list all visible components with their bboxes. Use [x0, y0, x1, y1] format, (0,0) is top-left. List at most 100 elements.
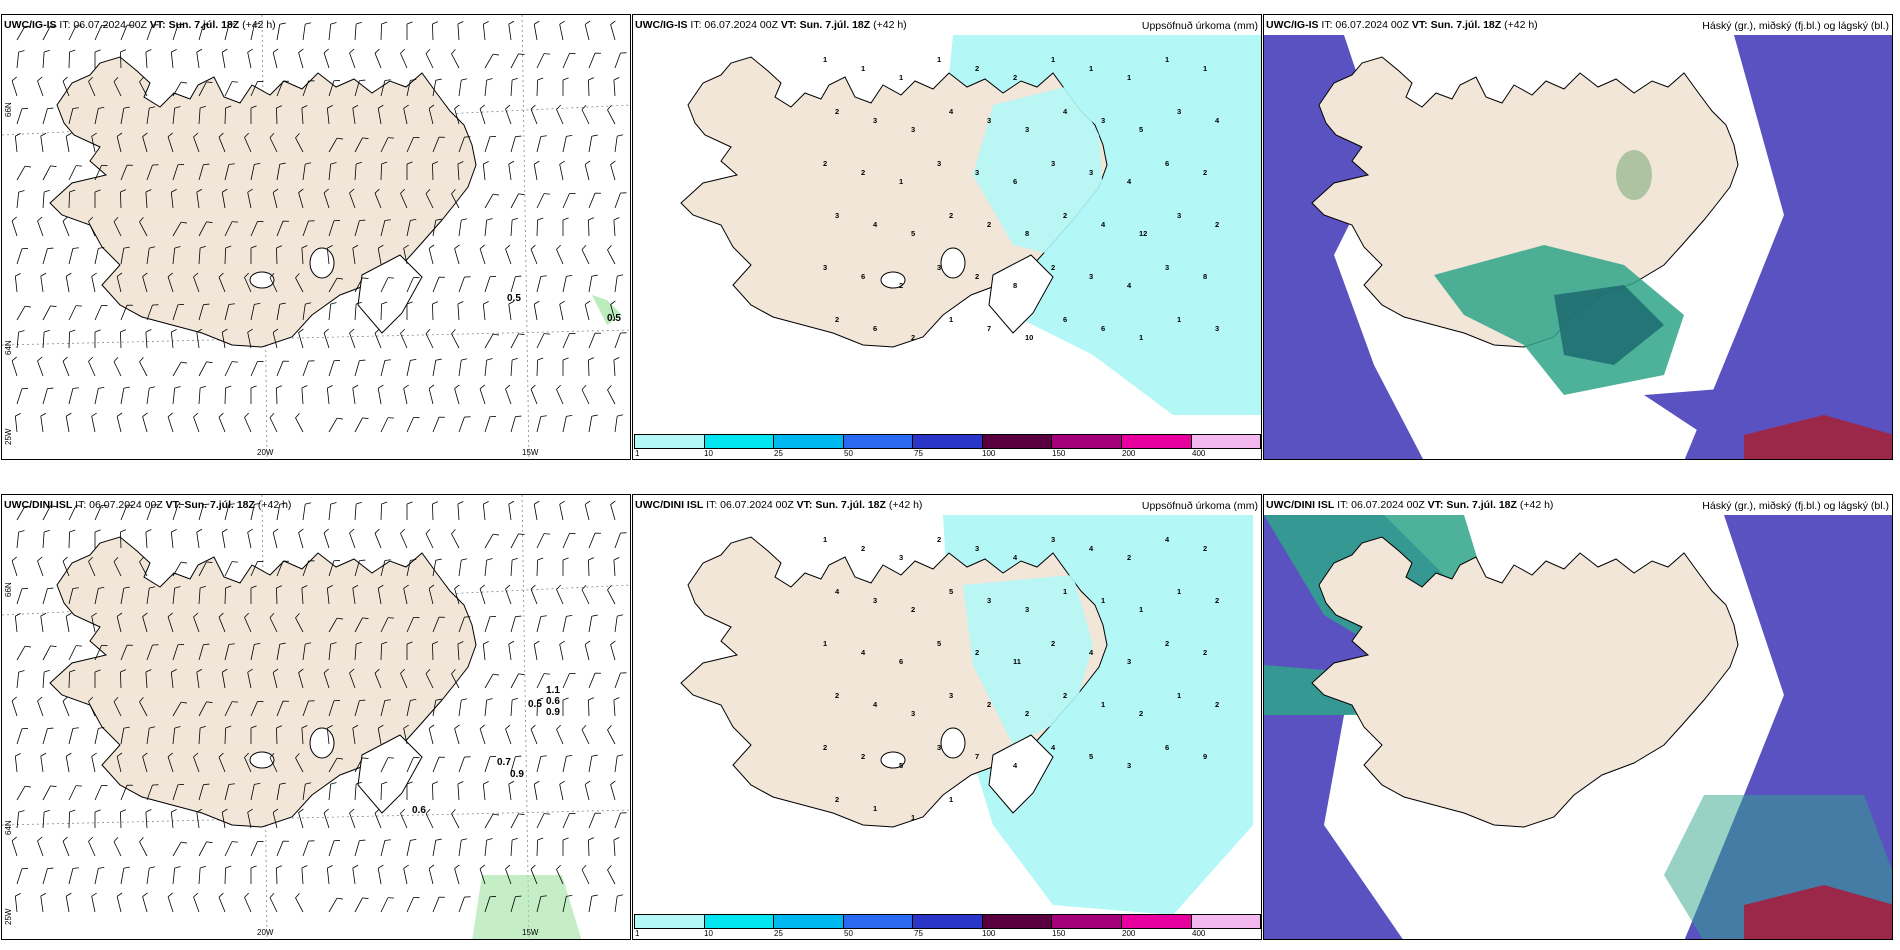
wind-barb-flag — [428, 384, 435, 389]
wind-barb — [42, 645, 51, 661]
colorbar-label: 150 — [1052, 449, 1066, 458]
wind-barb — [354, 840, 360, 857]
wind-barb — [172, 24, 179, 41]
wind-barb — [428, 248, 434, 265]
wind-barb — [224, 387, 226, 405]
precip-value: 2 — [949, 211, 954, 220]
wind-barb — [508, 164, 512, 181]
wind-barb — [224, 81, 233, 97]
precip-value: 2 — [1203, 648, 1208, 657]
colorbar-swatch — [843, 915, 914, 928]
wind-barb — [354, 644, 357, 661]
wind-barb — [484, 533, 494, 549]
wind-barb-flag — [362, 897, 369, 899]
wind-barb-flag — [355, 641, 362, 645]
wind-barb — [94, 645, 102, 661]
wind-barb-flag — [244, 132, 250, 138]
wind-barb-flag — [94, 329, 101, 333]
wind-barb — [298, 532, 304, 549]
wind-barb-flag — [116, 892, 123, 897]
wind-barb-flag — [218, 412, 224, 418]
wind-barb — [352, 388, 356, 405]
wind-barb — [428, 868, 434, 885]
wind-barb — [11, 560, 18, 577]
wind-barb — [457, 504, 460, 521]
wind-barb-flag — [617, 754, 624, 757]
wind-barb-flag — [222, 188, 228, 193]
wind-barb — [172, 221, 182, 237]
wind-barb — [588, 53, 596, 69]
wind-barb — [536, 839, 538, 857]
wind-barb — [530, 729, 538, 745]
wind-barb — [510, 80, 513, 97]
wind-barb-flag — [88, 356, 94, 362]
wind-barb — [484, 276, 491, 293]
wind-barb — [276, 504, 281, 521]
wind-barb-flag — [359, 559, 366, 562]
wind-barb-flag — [349, 328, 355, 334]
wind-barb — [458, 80, 462, 97]
wind-barb-flag — [272, 668, 279, 673]
wind-barb-flag — [113, 216, 119, 222]
wind-barb-flag — [120, 809, 127, 813]
wind-barb-flag — [120, 189, 127, 193]
wind-barb-flag — [457, 781, 464, 785]
wind-barb — [120, 505, 128, 521]
wind-barb-flag — [559, 20, 565, 25]
lon-label: 15W — [522, 928, 539, 937]
wind-barb — [354, 897, 363, 913]
precip-value: 2 — [1127, 553, 1132, 562]
wind-barb — [377, 868, 382, 885]
wind-barb — [40, 616, 44, 633]
precip-value: 4 — [1165, 535, 1170, 544]
wind-barb-flag — [142, 892, 148, 897]
wind-barb — [354, 220, 360, 237]
wind-barb — [37, 220, 44, 237]
wind-barb-flag — [613, 217, 620, 221]
wind-barb — [244, 617, 252, 633]
wind-barb — [432, 757, 440, 773]
wind-barb-flag — [142, 272, 148, 277]
wind-barb-flag — [225, 865, 232, 869]
precip-map — [680, 515, 1253, 915]
wind-barb — [276, 247, 278, 265]
wind-barb-flag — [432, 501, 439, 505]
wind-barb — [295, 417, 304, 433]
wind-barb — [458, 220, 462, 237]
wind-barb-flag — [410, 218, 417, 221]
wind-barb-flag — [378, 864, 384, 869]
wind-barb-flag — [37, 216, 43, 222]
wind-barb — [198, 81, 207, 97]
wind-barb-flag — [295, 413, 300, 419]
wind-barb — [250, 504, 255, 521]
wind-barb — [113, 221, 122, 237]
wind-barb — [94, 25, 102, 41]
wind-barb — [68, 811, 70, 829]
wind-barb — [224, 361, 233, 377]
wind-barb — [328, 220, 335, 237]
wind-barb — [403, 868, 408, 885]
wind-barb — [198, 868, 201, 885]
precip-value: 3 — [823, 263, 828, 272]
wind-barb-flag — [250, 725, 257, 729]
wind-barb — [454, 388, 460, 405]
wind-barb-flag — [461, 558, 468, 561]
wind-barb-flag — [66, 412, 72, 417]
wind-barb-flag — [352, 724, 359, 729]
precip-value: 6 — [1101, 324, 1106, 333]
wind-barb-flag — [272, 808, 279, 813]
precip-value: 1 — [1051, 55, 1056, 64]
wind-barb — [94, 165, 102, 181]
wind-barb — [120, 388, 125, 405]
wind-barb-flag — [511, 557, 518, 561]
colorbar-label: 50 — [844, 449, 853, 458]
wind-barb-flag — [384, 79, 391, 81]
wind-barb — [68, 108, 74, 125]
wind-barb — [146, 644, 153, 661]
precip-value: 1 — [873, 804, 878, 813]
colorbar-swatch — [1191, 435, 1261, 448]
wind-barb — [588, 673, 596, 689]
wind-barb-flag — [218, 272, 224, 278]
wind-barb-flag — [37, 836, 43, 842]
wind-barb-flag — [479, 584, 485, 590]
